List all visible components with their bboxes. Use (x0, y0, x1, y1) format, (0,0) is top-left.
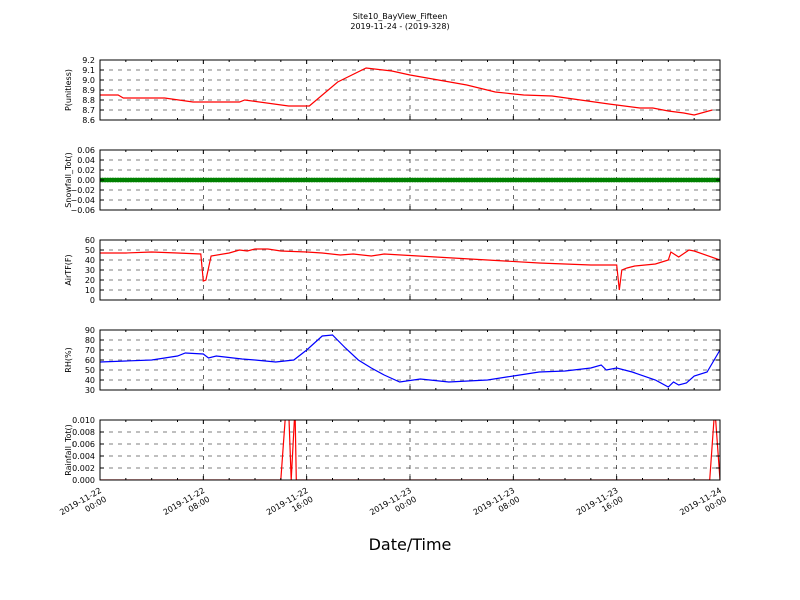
series-3 (100, 248, 720, 291)
series-line (100, 420, 720, 480)
y-axis-label: Rainfall_Tot() (64, 424, 73, 476)
series-line (100, 248, 720, 291)
y-tick-label: 8.9 (82, 86, 95, 95)
panel-5: 0.000 0.002 0.004 0.006 0.008 0.010Rainfall_T… (64, 416, 721, 485)
y-tick-label: 0.06 (77, 146, 95, 155)
y-axis-label: AirTF(F) (64, 254, 73, 285)
x-tick-labels: 2019-11-2200:00 2019-11-2208:00 2019-11-22… (58, 486, 728, 526)
x-tick-label: 2019-11-2208:00 (162, 486, 212, 526)
y-tick-label: 0.000 (72, 476, 95, 485)
x-tick-label: 2019-11-2200:00 (58, 486, 108, 526)
y-tick-label: 90 (85, 326, 95, 335)
y-axis-label: Snowfall_Tot() (64, 152, 73, 208)
y-tick-label: 50 (85, 366, 95, 375)
y-tick-label: 80 (85, 336, 95, 345)
panel-1: 8.68.78.88.99.09.19.2 P(unitless) (64, 56, 721, 125)
y-tick-label: 40 (85, 376, 95, 385)
figure-subtitle: 2019-11-24 - (2019-328) (350, 22, 449, 31)
y-tick-label: 9.1 (82, 66, 95, 75)
y-tick-label: 8.7 (82, 106, 95, 115)
series-2 (100, 177, 720, 183)
x-tick-label: 2019-11-2316:00 (575, 486, 625, 526)
y-axis-label: RH(%) (64, 347, 73, 372)
x-tick-label: 2019-11-2400:00 (678, 486, 728, 526)
y-tick-label: 9.2 (82, 56, 95, 65)
panel-2: −0.06−0.04−0.020.000.020.040.06 Snowfall_… (64, 146, 721, 215)
x-tick-label: 2019-11-2300:00 (368, 486, 418, 526)
y-tick-label: 60 (85, 236, 95, 245)
y-tick-label: 10 (85, 286, 95, 295)
series-line (100, 67, 713, 116)
y-tick-label: 30 (85, 386, 95, 395)
y-tick-label: −0.04 (70, 196, 95, 205)
panels: 8.68.78.88.99.09.19.2P(unitless)−0.06−0.… (58, 56, 728, 526)
y-tick-label: 0.04 (77, 156, 95, 165)
y-tick-label: 20 (85, 276, 95, 285)
y-tick-label: −0.06 (70, 206, 95, 215)
y-tick-label: 0.010 (72, 416, 95, 425)
x-tick-label: 2019-11-2216:00 (265, 486, 315, 526)
y-tick-label: 50 (85, 246, 95, 255)
y-tick-label: 8.8 (82, 96, 95, 105)
y-axis-label: P(unitless) (64, 69, 73, 111)
y-tick-label: 40 (85, 256, 95, 265)
series-line (100, 334, 720, 388)
y-tick-label: 0.00 (77, 176, 95, 185)
y-tick-label: 9.0 (82, 76, 95, 85)
x-tick-label: 2019-11-2308:00 (472, 486, 522, 526)
y-tick-label: 60 (85, 356, 95, 365)
series-4 (100, 334, 720, 388)
series-1 (100, 67, 713, 116)
y-tick-label: 0 (90, 296, 95, 305)
figure-title: Site10_BayView_Fifteen (353, 12, 448, 21)
y-tick-label: 0.02 (77, 166, 95, 175)
y-tick-label: 8.6 (82, 116, 95, 125)
y-tick-label: 30 (85, 266, 95, 275)
y-tick-label: −0.02 (70, 186, 95, 195)
y-tick-label: 0.004 (72, 452, 95, 461)
x-axis-label: Date/Time (369, 535, 452, 554)
series-5 (100, 420, 720, 480)
y-tick-label: 0.008 (72, 428, 95, 437)
y-tick-label: 0.002 (72, 464, 95, 473)
y-tick-label: 70 (85, 346, 95, 355)
y-tick-label: 0.006 (72, 440, 95, 449)
